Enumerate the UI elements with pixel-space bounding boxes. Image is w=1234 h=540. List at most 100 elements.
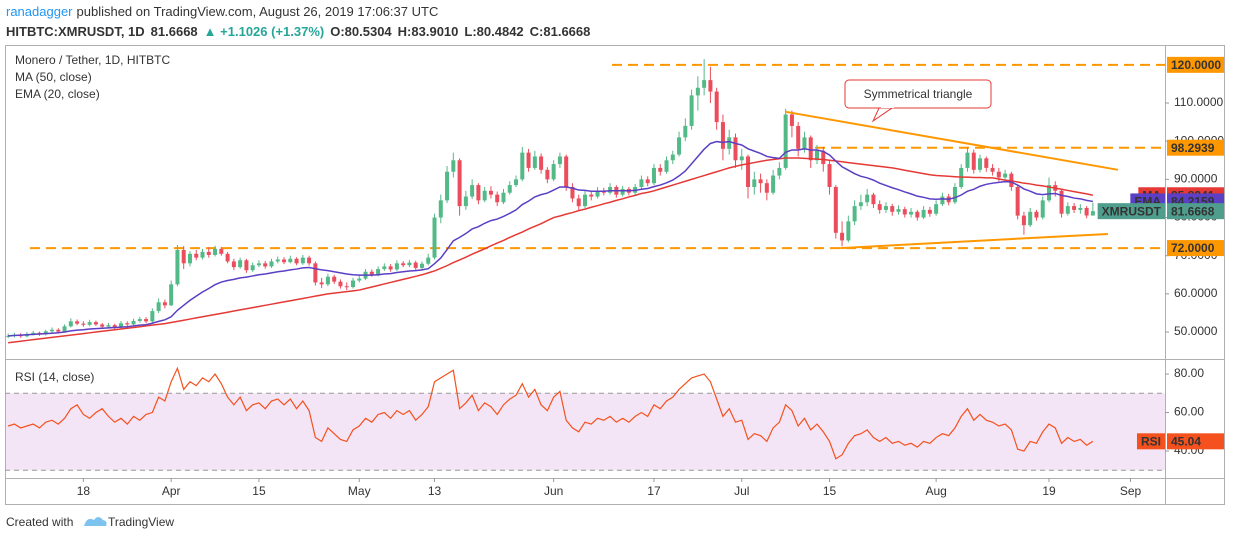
candle-body [714,91,719,123]
candle-body [426,257,431,264]
callout-pointer [871,105,896,123]
candle-body [777,167,782,176]
footer-brand[interactable]: TradingView [108,515,174,529]
candle-body [934,204,939,214]
candle-body [482,190,487,201]
candle-body [921,209,926,218]
candle-body [1072,206,1077,210]
last-close: 81.6668 [1171,204,1215,218]
candle-body [269,261,274,267]
candle-body [300,257,305,264]
candle-body [645,179,650,184]
candle-body [909,211,914,215]
candle-body [758,179,763,184]
level-label-box [1167,240,1224,257]
candle-body [833,186,838,233]
candle-body [827,164,832,187]
x-tick-label: Apr [162,484,181,498]
candle-body [50,329,55,332]
indicator-line [7,366,1094,460]
candle-body [539,156,544,170]
x-tick-label: Jun [544,484,563,498]
level-label: 98.2939 [1171,141,1215,155]
candle-body [401,263,406,266]
series-tag: RSI [1141,434,1161,448]
publish-line: ranadagger published on TradingView.com, … [6,4,438,19]
candle-body [526,152,531,168]
candle-body [445,171,450,201]
x-tick-label: Aug [925,484,946,498]
candle-body [815,150,819,161]
candle-body [438,200,443,218]
candle-body [1021,215,1026,226]
level-label-box [1167,56,1224,73]
candle-body [808,137,813,161]
candle-body [952,186,957,203]
candle-body [125,323,130,325]
candle-body [883,206,888,210]
candle-body [369,271,374,275]
rsi-band [6,393,1165,471]
callout-text: Symmetrical triangle [864,87,973,101]
candle-body [463,196,468,207]
candle-body [382,266,387,270]
symbol-tag-box [1097,203,1165,220]
close: C:81.6668 [530,24,591,39]
candle-body [695,87,700,96]
candle-body [620,188,625,195]
author[interactable]: ranadagger [6,4,73,19]
candle-body [282,259,287,263]
candle-body [6,335,11,337]
y-tick-label: 80.00 [1174,366,1204,380]
candle-body [231,261,236,268]
candle-body [169,284,174,306]
x-tick-label: May [348,484,371,498]
series-last-value-box [1167,433,1224,450]
y-tick-label: 50.0000 [1174,324,1218,338]
footer-created: Created with [6,515,73,529]
candle-body [996,171,1001,178]
candle-body [332,276,337,282]
level-label: 120.0000 [1171,58,1221,72]
candle-body [206,251,211,255]
candle-body [783,114,788,168]
candle-body [376,269,381,275]
x-tick-label: 17 [647,484,661,498]
legend-ema: EMA (20, close) [15,87,100,101]
candle-body [664,160,669,172]
candle-body [720,122,725,149]
candle-body [338,281,343,287]
y-tick-label: 60.00 [1174,405,1204,419]
candle-body [175,249,180,285]
y-tick-label: 110.0000 [1174,95,1223,109]
legend-ma: MA (50, close) [15,70,92,84]
candle-body [733,137,738,161]
candle-body [915,211,920,218]
candle-body [419,263,424,268]
symbol-line: HITBTC:XMRUSDT, 1D 81.6668 ▲ +1.1026 (+1.3… [6,24,590,39]
published: published on TradingView.com, August 26,… [77,4,439,19]
candle-body [288,258,293,263]
level-label-box [1167,139,1224,156]
candle-body [802,137,807,149]
candle-body [351,280,355,288]
candle-body [470,185,475,197]
candle-body [551,164,556,180]
level-label: 72.0000 [1171,241,1215,255]
candle-body [31,332,36,334]
candle-body [238,260,243,268]
candle-body [1078,207,1083,210]
candle-body [1047,185,1051,201]
callout-box [844,79,992,109]
candle-body [162,302,167,306]
candle-body [990,167,995,172]
candle-body [670,154,675,161]
candle-body [796,125,801,149]
candle-body [583,194,587,207]
candle-body [150,311,155,322]
low: L:80.4842 [464,24,523,39]
candle-body [187,253,192,264]
candle-body [683,125,688,138]
candle-body [294,258,299,264]
trendline [785,110,1119,171]
